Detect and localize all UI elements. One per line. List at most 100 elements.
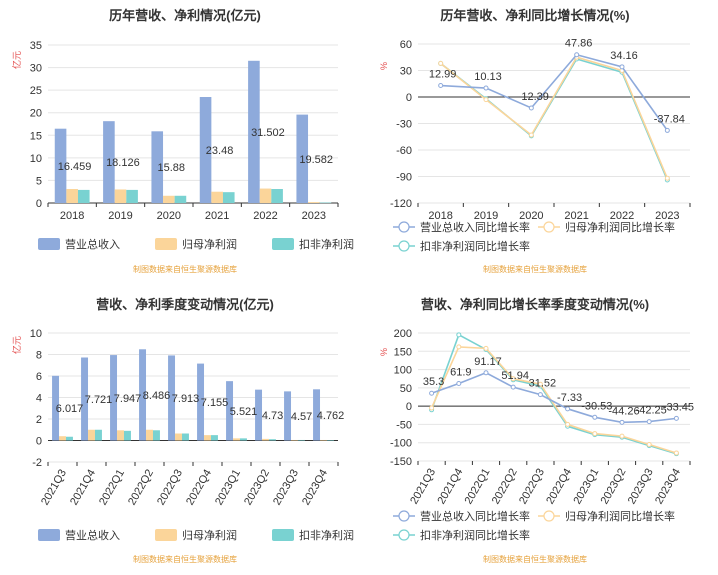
bar bbox=[259, 188, 272, 203]
unit-label: 亿元 bbox=[11, 51, 22, 69]
bar bbox=[268, 439, 276, 441]
chart-title: 营收、净利同比增长率季度变动情况(%) bbox=[421, 297, 649, 312]
source-note: 制图数据来自恒生聚源数据库 bbox=[133, 264, 237, 274]
chart-title: 历年营收、净利同比增长情况(%) bbox=[440, 8, 629, 23]
data-point bbox=[592, 431, 598, 437]
source-note: 制图数据来自恒生聚源数据库 bbox=[483, 264, 587, 274]
x-tick-label: 2022Q3 bbox=[517, 467, 547, 507]
x-tick-label: 2023Q4 bbox=[653, 467, 683, 507]
data-point bbox=[565, 406, 571, 412]
legend: 营业总收入 归母净利润 扣非净利润 bbox=[38, 237, 354, 251]
data-point bbox=[438, 83, 444, 89]
data-point bbox=[528, 132, 534, 138]
data-label: 15.88 bbox=[157, 162, 185, 174]
bar bbox=[239, 438, 247, 441]
data-label: 7.947 bbox=[114, 393, 142, 405]
x-tick-label: 2023Q1 bbox=[571, 467, 601, 507]
legend-swatch-marker bbox=[543, 221, 555, 233]
bar bbox=[291, 439, 298, 441]
legend-label: 归母净利润 bbox=[182, 528, 237, 542]
bar bbox=[88, 429, 95, 441]
y-tick-label: 30 bbox=[400, 66, 412, 78]
legend-label: 扣非净利润 bbox=[299, 528, 354, 542]
bar bbox=[65, 436, 73, 441]
data-label: 4.57 bbox=[291, 411, 312, 423]
y-tick-label: 200 bbox=[394, 328, 412, 340]
y-tick-label: -100 bbox=[390, 438, 412, 450]
x-tick-label: 2020 bbox=[519, 210, 543, 222]
y-tick-label: -60 bbox=[396, 145, 412, 157]
legend-label: 归母净利润同比增长率 bbox=[565, 509, 675, 523]
x-tick-label: 2020 bbox=[157, 210, 181, 222]
y-tick-label: 25 bbox=[30, 85, 42, 97]
bar bbox=[103, 121, 115, 203]
quarterly-revenue-profit-chart: 营收、净利季度变动情况(亿元) 亿元 -2 0 2 4 6 8 10 2021Q3 2021Q4… bbox=[11, 297, 354, 564]
legend-swatch bbox=[155, 529, 177, 541]
data-label: 10.13 bbox=[474, 71, 502, 83]
y-tick-label: 8 bbox=[36, 350, 42, 362]
x-tick-label: 2023 bbox=[655, 210, 679, 222]
x-tick-label: 2022Q4 bbox=[184, 468, 214, 508]
x-tick-label: 2022Q4 bbox=[544, 467, 574, 507]
bar bbox=[163, 195, 175, 203]
data-point bbox=[483, 97, 489, 103]
bar bbox=[123, 430, 131, 441]
bar bbox=[326, 440, 334, 441]
data-label: -42.25 bbox=[636, 405, 667, 417]
data-point bbox=[510, 384, 516, 390]
legend-label: 归母净利润 bbox=[182, 237, 237, 251]
quarterly-growth-chart: 营收、净利同比增长率季度变动情况(%) % 200 150 100 50 0 -50 -10… bbox=[379, 297, 694, 564]
plot-area: 0 5 10 15 20 25 30 35 2018 2019 2020 2021 2022 2023 16… bbox=[30, 40, 339, 222]
data-label: 18.126 bbox=[106, 157, 140, 169]
bar bbox=[168, 355, 176, 441]
y-tick-label: 0 bbox=[36, 198, 42, 210]
y-tick-label: -150 bbox=[390, 456, 412, 468]
x-tick-label: 2022Q2 bbox=[126, 468, 156, 508]
bar bbox=[77, 189, 90, 203]
x-tick-label: 2022Q1 bbox=[97, 468, 127, 508]
bar bbox=[271, 189, 283, 203]
data-point bbox=[673, 415, 679, 421]
data-point bbox=[664, 175, 670, 181]
legend: 营业总收入 归母净利润 扣非净利润 bbox=[38, 528, 354, 542]
data-point bbox=[537, 392, 543, 398]
x-tick-label: 2022Q1 bbox=[463, 467, 493, 507]
data-point bbox=[664, 127, 670, 133]
data-label: -37.84 bbox=[654, 113, 685, 125]
y-tick-label: 35 bbox=[30, 40, 42, 52]
y-tick-label: 10 bbox=[30, 328, 42, 340]
series-line bbox=[440, 53, 668, 131]
plot-area: 200150100500-50-100-1502021Q32021Q42022Q… bbox=[390, 328, 694, 506]
data-point bbox=[528, 105, 534, 111]
source-note: 制图数据来自恒生聚源数据库 bbox=[133, 554, 237, 564]
y-tick-label: 0 bbox=[36, 436, 42, 448]
data-label: 35.3 bbox=[423, 376, 444, 388]
data-label: 7.721 bbox=[85, 394, 113, 406]
data-label: 19.582 bbox=[299, 154, 333, 166]
x-tick-label: 2021Q3 bbox=[39, 468, 69, 508]
data-label: 34.16 bbox=[610, 50, 638, 62]
bar bbox=[226, 381, 234, 441]
x-tick-label: 2019 bbox=[474, 210, 498, 222]
bar bbox=[117, 430, 124, 441]
bar bbox=[233, 438, 240, 441]
x-tick-label: 2023 bbox=[302, 210, 326, 222]
legend-swatch-marker bbox=[398, 510, 410, 522]
bar bbox=[255, 389, 263, 441]
x-tick-label: 2022 bbox=[253, 210, 277, 222]
bar bbox=[151, 131, 164, 203]
bar bbox=[59, 436, 66, 441]
data-label: 5.521 bbox=[230, 406, 258, 418]
unit-label: 亿元 bbox=[11, 336, 22, 354]
data-label: -33.45 bbox=[663, 401, 694, 413]
y-tick-label: 50 bbox=[400, 383, 412, 395]
x-tick-label: 2021Q4 bbox=[68, 468, 98, 508]
data-label: -7.33 bbox=[557, 392, 582, 404]
x-tick-label: 2023Q3 bbox=[271, 468, 301, 508]
data-point bbox=[592, 414, 598, 420]
x-tick-label: 2021 bbox=[564, 210, 588, 222]
y-tick-label: -50 bbox=[396, 419, 412, 431]
bar bbox=[174, 195, 187, 203]
x-tick-label: 2018 bbox=[428, 210, 452, 222]
